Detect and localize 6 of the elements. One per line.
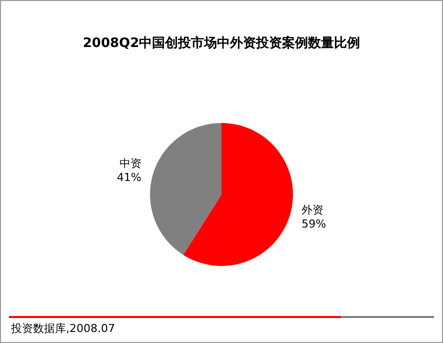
slice-label: 中资 [119,157,142,170]
data-label: 59% [302,218,326,231]
slice-label: 外资 [302,204,324,217]
text: 投资数据库,2008.07 [11,321,115,336]
data-label: 41% [116,171,142,184]
chart-title: 2008Q2中国创投市场中外资投资案例数量比例 [82,34,362,52]
